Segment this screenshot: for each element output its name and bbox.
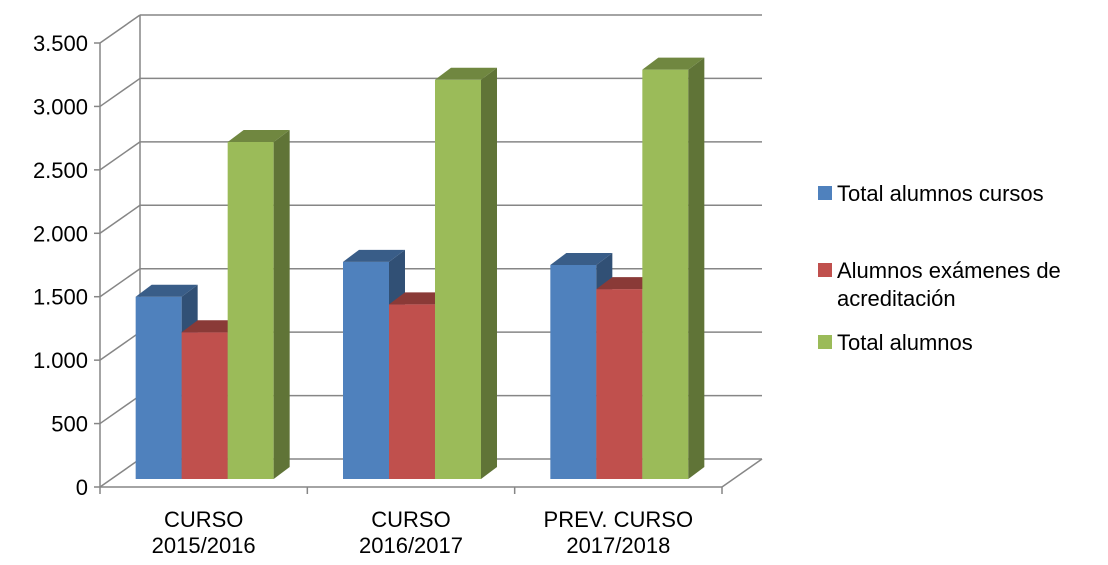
legend-label: Total alumnos	[837, 330, 973, 355]
side-gridline	[99, 14, 141, 44]
bar	[435, 67, 497, 479]
bar-front	[642, 69, 689, 479]
bar-top	[135, 284, 198, 297]
y-tick-label: 1.500	[33, 285, 88, 310]
bar-top	[435, 67, 497, 80]
y-tick-label: 1.000	[33, 348, 88, 373]
legend-swatch	[818, 335, 832, 349]
legend-item: Alumnos exámenes de acreditación	[818, 258, 1061, 311]
y-axis-tick-labels: 0 500 1.000 1.500 2.000 2.500 3.000 3.500	[33, 31, 88, 500]
y-tick-label: 3.500	[33, 31, 88, 56]
bar	[227, 129, 290, 479]
bar-side	[688, 57, 705, 479]
x-category-label: CURSO 2016/2017	[359, 507, 463, 558]
bar-side	[481, 67, 497, 479]
bar-top	[343, 249, 405, 262]
bar	[642, 57, 705, 479]
side-gridline	[99, 394, 141, 425]
legend-label: Total alumnos cursos	[837, 181, 1044, 206]
side-gridline	[99, 331, 141, 361]
bar-front	[389, 304, 435, 479]
x-category-label: PREV. CURSO 2017/2018	[544, 507, 694, 558]
bar-front	[435, 79, 481, 479]
axes	[94, 42, 763, 494]
bar-front	[181, 332, 228, 479]
bar-top	[550, 253, 613, 265]
bar-front	[596, 289, 643, 479]
y-tick-label: 2.500	[33, 158, 88, 183]
bar-front	[135, 296, 182, 479]
bar-side	[273, 129, 290, 479]
legend-item: Total alumnos	[818, 330, 973, 355]
y-tick-label: 2.000	[33, 221, 88, 246]
floor-right-edge	[721, 458, 763, 488]
legend-swatch	[818, 263, 832, 277]
x-axis-category-labels: CURSO 2015/2016 CURSO 2016/2017 PREV. CURSO 2…	[152, 507, 693, 558]
bar-front	[343, 261, 389, 479]
side-gridline	[99, 77, 141, 108]
side-gridline	[99, 458, 141, 488]
bar-front	[227, 141, 274, 479]
legend-label: Alumnos exámenes de acreditación	[837, 258, 1061, 311]
y-tick-label: 0	[76, 475, 88, 500]
side-gridline	[99, 204, 141, 234]
legend-swatch	[818, 186, 832, 200]
side-gridline	[99, 268, 141, 298]
bar-top	[642, 57, 705, 70]
bars	[135, 57, 705, 479]
legend-item: Total alumnos cursos	[818, 181, 1044, 206]
bar-top	[227, 129, 290, 142]
side-gridline	[99, 141, 141, 171]
y-tick-label: 500	[51, 412, 88, 437]
legend: Total alumnos cursos Alumnos exámenes de a…	[818, 181, 1061, 355]
x-category-label: CURSO 2015/2016	[152, 507, 256, 558]
bar-front	[550, 265, 597, 479]
y-tick-label: 3.000	[33, 94, 88, 119]
